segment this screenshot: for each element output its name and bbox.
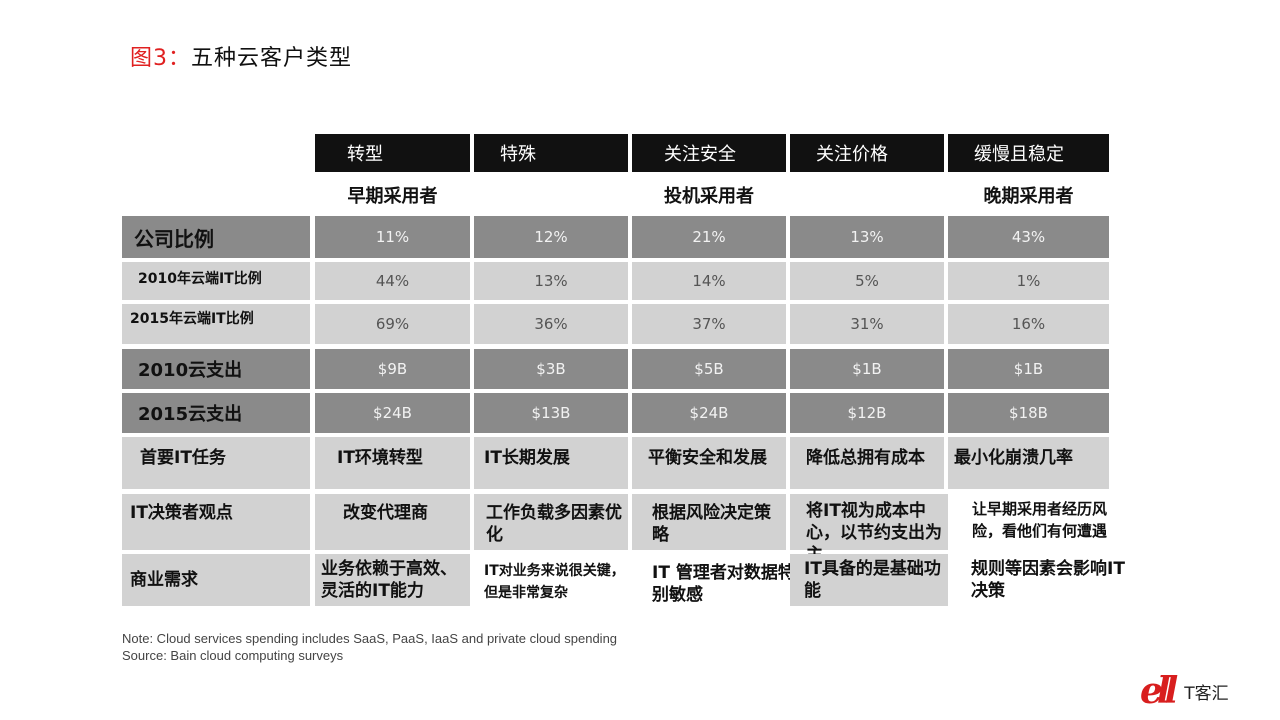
table-cell: $13B — [474, 393, 628, 433]
footnote-source: Source: Bain cloud computing surveys — [122, 648, 344, 663]
table-cell: 改变代理商 — [315, 494, 470, 550]
table-cell: 最小化崩溃几率 — [948, 437, 1109, 489]
table-cell: 规则等因素会影响IT 决策 — [955, 554, 1125, 608]
table-cell: 16% — [948, 304, 1109, 344]
table-cell: IT对业务来说很关键，但是非常复杂 — [474, 554, 634, 606]
table-cell: IT 管理者对数据特别敏感 — [640, 560, 808, 610]
column-header-special: 特殊 — [474, 134, 628, 172]
row-label-top-it-priority: 首要IT任务 — [122, 437, 310, 489]
table-cell: IT具备的是基础功能 — [790, 554, 948, 606]
table-cell: 12% — [474, 216, 628, 258]
table-cell: $1B — [790, 349, 944, 389]
row-label-spend-2010: 2010云支出 — [122, 349, 310, 389]
column-header-security: 关注安全 — [632, 134, 786, 172]
column-header-transform: 转型 — [315, 134, 470, 172]
table-cell: 13% — [474, 262, 628, 300]
table-cell: $24B — [315, 393, 470, 433]
table-cell: $12B — [790, 393, 944, 433]
column-header-steady: 缓慢且稳定 — [948, 134, 1109, 172]
table-cell: 31% — [790, 304, 944, 344]
table-cell: 根据风险决定策略 — [632, 494, 786, 550]
table-cell: 69% — [315, 304, 470, 344]
table-cell: IT长期发展 — [474, 437, 628, 489]
table-cell: 36% — [474, 304, 628, 344]
table-cell: 1% — [948, 262, 1109, 300]
column-header-price: 关注价格 — [790, 134, 944, 172]
table-cell: 5% — [790, 262, 944, 300]
table-cell: 工作负载多因素优化 — [474, 494, 628, 550]
table-cell: 37% — [632, 304, 786, 344]
table-cell: 11% — [315, 216, 470, 258]
table-cell: $1B — [948, 349, 1109, 389]
early-adopters-label: 早期采用者 — [347, 186, 438, 207]
footnote: Note: Cloud services spending includes S… — [122, 630, 617, 664]
table-cell: IT环境转型 — [315, 437, 470, 489]
table-cell: 14% — [632, 262, 786, 300]
row-label-cloud-it-2010: 2010年云端IT比例 — [122, 262, 310, 300]
table-cell: 平衡安全和发展 — [632, 437, 786, 489]
table-cell: $5B — [632, 349, 786, 389]
logo-text: T客汇 — [1184, 683, 1229, 704]
row-label-company-share: 公司比例 — [122, 216, 310, 258]
table-cell: 13% — [790, 216, 944, 258]
table-cell: $9B — [315, 349, 470, 389]
table-cell: 21% — [632, 216, 786, 258]
row-label-spend-2015: 2015云支出 — [122, 393, 310, 433]
late-adopters-label: 晚期采用者 — [983, 186, 1074, 207]
footnote-note: Note: Cloud services spending includes S… — [122, 631, 618, 646]
figure-title: 图3：五种云客户类型 — [130, 40, 352, 72]
row-label-business-need: 商业需求 — [122, 554, 310, 606]
table-cell: 将IT视为成本中心，以节约支出为主 — [790, 494, 948, 565]
table-cell: 让早期采用者经历风险，看他们有何遭遇 — [966, 494, 1126, 546]
brand-logo: ell T客汇 — [1140, 670, 1229, 712]
table-cell: 44% — [315, 262, 470, 300]
table-cell: 43% — [948, 216, 1109, 258]
logo-mark: ell — [1140, 670, 1178, 712]
table-cell: $3B — [474, 349, 628, 389]
row-label-cloud-it-2015: 2015年云端IT比例 — [122, 304, 310, 344]
table-cell: 业务依赖于高效、灵活的IT能力 — [315, 554, 470, 606]
row-label-it-decision-view: IT决策者观点 — [122, 494, 310, 550]
speculative-adopters-label: 投机采用者 — [664, 186, 754, 207]
table-cell: $24B — [632, 393, 786, 433]
figure-caption: 五种云客户类型 — [191, 46, 353, 71]
table-cell: 降低总拥有成本 — [790, 437, 944, 489]
figure-number: 图3： — [130, 46, 191, 71]
table-cell: $18B — [948, 393, 1109, 433]
